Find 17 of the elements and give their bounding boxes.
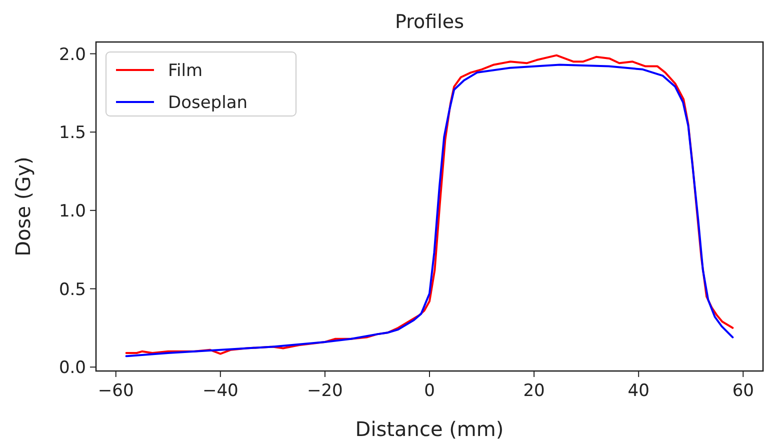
y-axis-title: Dose (Gy) bbox=[11, 156, 35, 256]
x-tick-label: 0 bbox=[424, 381, 435, 401]
y-tick-label: 2.0 bbox=[58, 44, 86, 65]
chart-title: Profiles bbox=[395, 11, 464, 33]
y-tick-label: 1.0 bbox=[58, 201, 86, 222]
legend-label: Film bbox=[168, 61, 203, 81]
x-tick-label: −40 bbox=[202, 381, 238, 401]
y-tick-label: 0.0 bbox=[58, 358, 86, 378]
x-tick-label: −20 bbox=[307, 381, 343, 401]
x-tick-label: 40 bbox=[628, 381, 650, 401]
x-tick-label: 60 bbox=[732, 381, 754, 401]
x-axis-title: Distance (mm) bbox=[355, 417, 504, 441]
x-tick-label: −60 bbox=[98, 381, 134, 401]
legend-label: Doseplan bbox=[168, 93, 248, 113]
y-tick-label: 1.5 bbox=[58, 123, 86, 144]
x-tick-label: 20 bbox=[523, 381, 545, 401]
y-tick-label: 0.5 bbox=[58, 280, 86, 300]
